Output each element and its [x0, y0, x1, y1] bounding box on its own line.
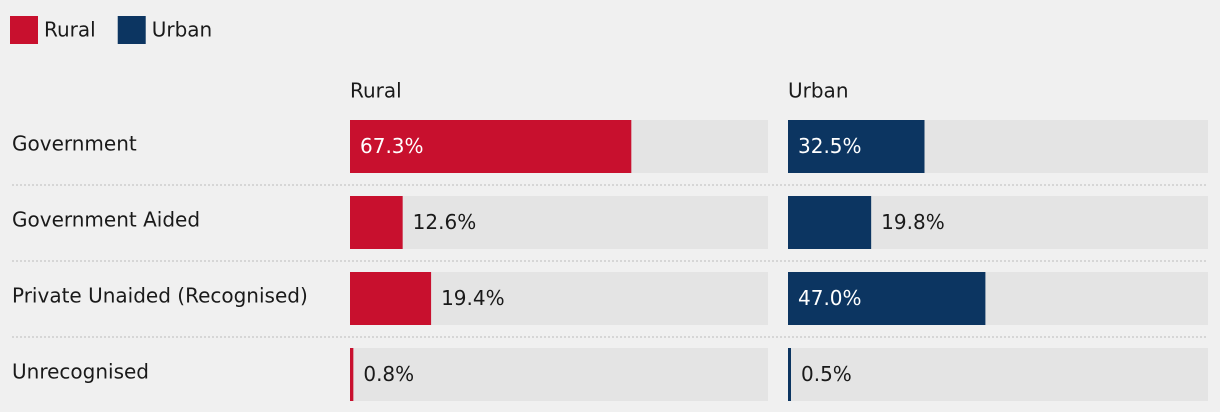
bar	[350, 272, 432, 325]
bar	[350, 120, 632, 173]
value-label: 0.8%	[363, 362, 414, 386]
bar	[788, 120, 925, 173]
panel-title: Urban	[788, 79, 849, 103]
bar	[350, 348, 354, 401]
value-label: 32.5%	[798, 134, 862, 158]
value-label: 0.5%	[801, 362, 852, 386]
panel-title: Rural	[350, 79, 402, 103]
legend-label: Urban	[152, 18, 213, 42]
bar	[788, 348, 791, 401]
category-label: Unrecognised	[12, 360, 149, 384]
category-label: Private Unaided (Recognised)	[12, 284, 308, 308]
legend-swatch	[10, 16, 38, 44]
bar-track	[788, 348, 1208, 401]
bar-track	[350, 348, 768, 401]
bar	[350, 196, 403, 249]
category-label: Government Aided	[12, 208, 200, 232]
category-label: Government	[12, 132, 137, 156]
bar	[788, 272, 986, 325]
value-label: 12.6%	[413, 210, 477, 234]
legend-label: Rural	[44, 18, 96, 42]
legend-swatch	[117, 16, 146, 44]
value-label: 19.8%	[881, 210, 945, 234]
bar-track	[350, 196, 768, 249]
value-label: 67.3%	[360, 134, 424, 158]
value-label: 19.4%	[441, 286, 505, 310]
value-label: 47.0%	[798, 286, 862, 310]
bar	[788, 196, 872, 249]
